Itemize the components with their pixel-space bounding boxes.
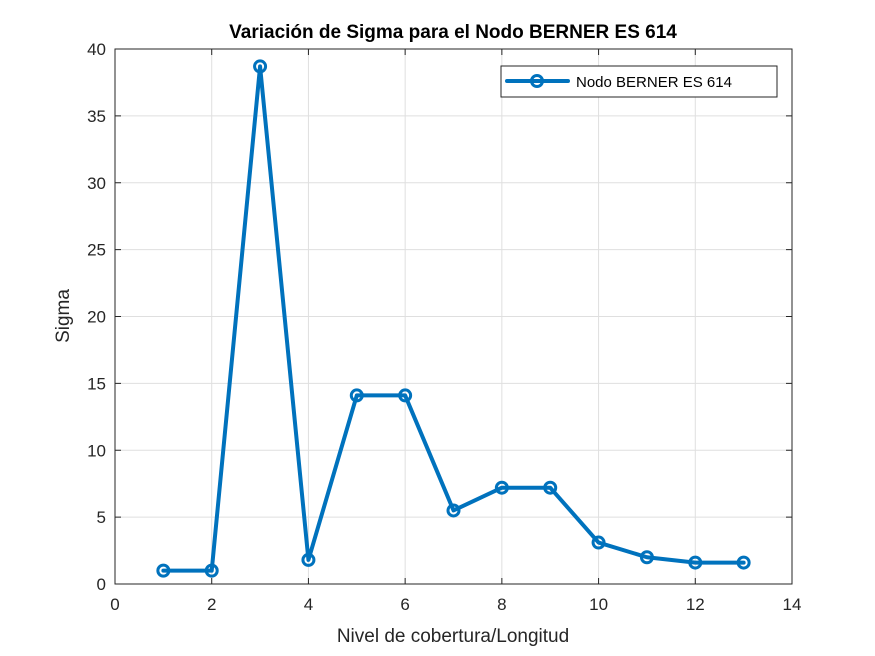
data-point-marker xyxy=(204,563,219,578)
y-axis-label: Sigma xyxy=(53,289,74,343)
x-tick-label: 2 xyxy=(207,595,216,614)
data-point-marker xyxy=(639,550,654,565)
x-tick-label: 6 xyxy=(400,595,409,614)
data-point-marker xyxy=(591,535,606,550)
y-tick-label: 30 xyxy=(87,174,106,193)
x-tick-label: 8 xyxy=(497,595,506,614)
data-point-marker xyxy=(301,552,316,567)
y-tick-label: 40 xyxy=(87,40,106,59)
data-point-marker xyxy=(688,555,703,570)
y-tick-label: 10 xyxy=(87,441,106,460)
data-point-marker xyxy=(446,503,461,518)
tick-labels: 0 2 4 6 8 10 12 14 0 5 10 15 20 25 30 35 40 xyxy=(87,40,801,614)
legend: Nodo BERNER ES 614 xyxy=(500,65,778,98)
y-tick-label: 35 xyxy=(87,107,106,126)
x-tick-label: 14 xyxy=(783,595,802,614)
data-series xyxy=(156,59,751,578)
y-tick-label: 15 xyxy=(87,374,106,393)
data-point-marker xyxy=(736,555,751,570)
x-tick-label: 10 xyxy=(589,595,608,614)
x-tick-label: 0 xyxy=(110,595,119,614)
data-point-marker xyxy=(543,480,558,495)
x-axis-label: Nivel de cobertura/Longitud xyxy=(337,626,569,647)
x-tick-label: 4 xyxy=(304,595,313,614)
axes xyxy=(114,48,793,585)
y-tick-label: 5 xyxy=(97,508,106,527)
legend-entry-label: Nodo BERNER ES 614 xyxy=(576,74,732,91)
data-point-marker xyxy=(494,480,509,495)
y-tick-label: 20 xyxy=(87,308,106,327)
series-line xyxy=(161,64,746,573)
data-point-marker xyxy=(253,59,268,74)
x-tick-label: 12 xyxy=(686,595,705,614)
chart-title: Variación de Sigma para el Nodo BERNER E… xyxy=(229,22,677,43)
y-tick-label: 0 xyxy=(97,575,106,594)
legend-marker-sample xyxy=(530,74,544,88)
data-point-marker xyxy=(349,388,364,403)
data-point-marker xyxy=(156,563,171,578)
data-point-marker xyxy=(398,388,413,403)
y-tick-label: 25 xyxy=(87,241,106,260)
